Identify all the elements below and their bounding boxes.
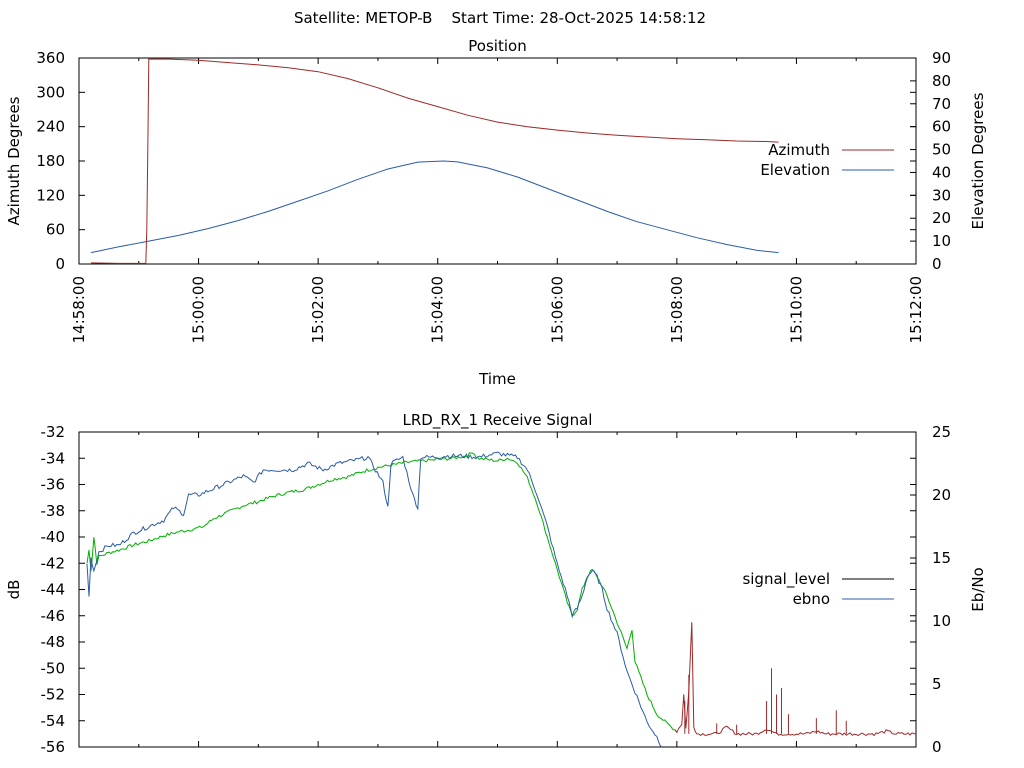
y-tick-label: 300	[36, 83, 65, 101]
x-tick-label: 15:08:00	[668, 276, 686, 343]
x-tick-label: 15:02:00	[309, 276, 327, 343]
y-axis-label: Azimuth Degrees	[5, 96, 23, 225]
y2-tick-label: 5	[932, 675, 942, 693]
x-tick-label: 15:10:00	[787, 276, 805, 343]
x-axis-label: Time	[478, 370, 516, 388]
y2-tick-label: 90	[932, 49, 951, 67]
y2-tick-label: 0	[932, 738, 942, 756]
y-tick-label: -44	[41, 581, 66, 599]
chart-title: LRD_RX_1 Receive Signal	[403, 411, 593, 430]
y2-tick-label: 15	[932, 549, 951, 567]
y2-tick-label: 60	[932, 118, 951, 136]
y2-tick-label: 50	[932, 141, 951, 159]
y2-axis-label: Eb/No	[969, 567, 987, 611]
legend-label: signal_level	[742, 570, 830, 589]
x-tick-label: 15:12:00	[907, 276, 925, 343]
y-axis-label: dB	[5, 580, 23, 600]
x-tick-label: 15:00:00	[190, 276, 208, 343]
y-tick-label: 240	[36, 118, 65, 136]
y-tick-label: -32	[41, 423, 66, 441]
receive-signal-chart: LRD_RX_1 Receive Signal -56 -54 -52 -50 -48 -4…	[5, 411, 987, 756]
series-azimuth	[90, 58, 779, 264]
legend-label: ebno	[793, 590, 830, 608]
y-tick-label: -56	[41, 738, 66, 756]
y2-tick-label: 10	[932, 232, 951, 250]
y-tick-label: -46	[41, 607, 66, 625]
y-tick-label: 60	[46, 221, 65, 239]
series-elevation	[90, 160, 779, 254]
y-tick-label: -50	[41, 659, 66, 677]
y-tick-label: -52	[41, 686, 66, 704]
y2-tick-label: 70	[932, 95, 951, 113]
y2-tick-label: 10	[932, 612, 951, 630]
y-tick-label: 180	[36, 152, 65, 170]
y-tick-label: 0	[55, 255, 65, 273]
y-tick-label: -34	[41, 449, 66, 467]
position-chart: Position 0 60 120 180 240 300 360 0 10 20 30 40 50 60 7…	[5, 37, 987, 388]
y-tick-label: -38	[41, 502, 66, 520]
y-tick-label: -48	[41, 633, 66, 651]
y2-tick-label: 20	[932, 486, 951, 504]
y2-tick-label: 20	[932, 209, 951, 227]
series-signal-level-green	[86, 452, 678, 733]
y2-tick-label: 0	[932, 255, 942, 273]
y-tick-label: -54	[41, 712, 66, 730]
y2-tick-label: 25	[932, 423, 951, 441]
series-ebno	[86, 451, 663, 748]
x-tick-label: 15:04:00	[429, 276, 447, 343]
plot-frame	[78, 431, 917, 748]
x-tick-label: 14:58:00	[70, 276, 88, 343]
y-tick-label: -40	[41, 528, 66, 546]
y2-axis-label: Elevation Degrees	[969, 92, 987, 229]
y-tick-label: 360	[36, 49, 65, 67]
y2-tick-label: 80	[932, 72, 951, 90]
y2-tick-label: 40	[932, 163, 951, 181]
chart-title: Position	[468, 37, 526, 55]
series-signal-level-red	[674, 622, 917, 737]
y-tick-label: -42	[41, 554, 66, 572]
y-tick-label: -36	[41, 476, 66, 494]
y2-tick-label: 30	[932, 186, 951, 204]
page-title: Satellite: METOP-B Start Time: 28-Oct-20…	[294, 9, 706, 27]
y-tick-label: 120	[36, 186, 65, 204]
x-tick-label: 15:06:00	[548, 276, 566, 343]
legend-label: Azimuth	[768, 141, 830, 159]
legend-label: Elevation	[760, 161, 830, 179]
